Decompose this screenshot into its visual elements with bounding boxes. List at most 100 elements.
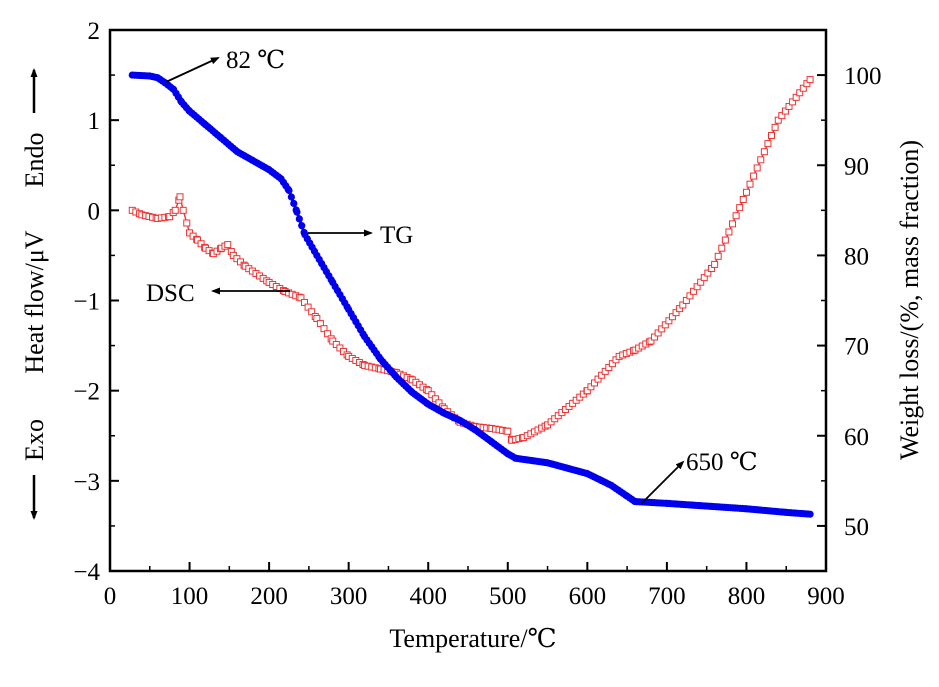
plot-border [108,28,828,573]
annotation-82: 82 ℃ [226,47,285,74]
data-point-dsc [316,320,324,328]
data-point-dsc [651,333,659,341]
y-right-tick-label: 100 [844,63,882,90]
annotation-tg: TG [380,222,413,249]
data-point-dsc [176,193,184,201]
data-point-tg [290,199,298,208]
y-right-tick-label: 60 [844,424,869,451]
x-tick-label: 0 [104,583,117,610]
y-right-tick-label: 50 [844,514,869,541]
data-point-dsc [686,292,694,300]
series-dsc [128,76,814,444]
data-point-dsc [721,236,729,244]
data-point-dsc [672,309,680,317]
data-point-dsc [764,140,772,148]
data-point-dsc [718,244,726,252]
annotation-650: 650 ℃ [686,449,758,476]
data-point-dsc [594,375,602,383]
y-right-axis-ticks: 50 60 70 80 90 100 [817,63,882,541]
data-point-dsc [732,212,740,220]
endo-label: Endo [20,133,49,188]
y-left-tick-label: −4 [73,559,100,586]
y-left-tick-label: 2 [88,18,101,45]
data-point-dsc [796,89,804,97]
data-point-dsc [304,303,312,311]
data-point-dsc [750,172,758,180]
data-point-dsc [665,317,673,325]
x-tick-label: 200 [250,583,288,610]
y-left-tick-label: 0 [88,198,101,225]
data-point-dsc [435,399,443,407]
annotation-82-arrow [165,57,220,83]
exo-label: Exo [20,419,49,461]
data-point-dsc [746,180,754,188]
data-point-dsc [742,188,750,196]
x-tick-label: 700 [648,583,686,610]
y-left-axis-title: Heat flow/μV [20,230,49,373]
data-point-dsc [725,228,733,236]
data-point-dsc [428,391,436,399]
x-tick-label: 100 [171,583,209,610]
data-point-dsc [781,107,789,115]
y-left-tick-label: 1 [88,108,101,135]
data-point-dsc [661,321,669,329]
data-point-dsc [690,287,698,295]
data-point-dsc [308,308,316,316]
data-point-dsc [679,301,687,309]
data-point-dsc [171,206,179,214]
data-point-dsc [757,156,765,164]
data-point-dsc [789,98,797,106]
data-point-dsc [682,296,690,304]
data-point-tg [298,222,306,230]
x-axis-title: Temperature/℃ [389,624,556,653]
data-point-dsc [608,360,616,368]
y-left-tick-label: −3 [73,469,100,496]
x-tick-label: 800 [728,583,766,610]
data-point-dsc [297,294,305,302]
data-point-dsc [739,196,747,204]
data-point-dsc [431,395,439,403]
data-point-dsc [504,427,512,435]
data-point-dsc [693,283,701,291]
data-point-dsc [704,269,712,277]
data-point-dsc [590,379,598,387]
data-point-tg [806,510,814,518]
data-point-dsc [166,213,174,221]
data-point-dsc [774,116,782,124]
plot-frame [108,28,828,573]
y-left-tick-label: −1 [73,289,100,316]
data-point-dsc [194,236,202,244]
x-tick-label: 300 [330,583,368,610]
data-point-dsc [697,278,705,286]
data-point-tg [287,193,295,201]
x-tick-label: 600 [569,583,607,610]
data-point-dsc [753,164,761,172]
data-point-tg [285,186,293,195]
data-point-tg [295,215,303,223]
data-point-dsc [301,298,309,306]
x-tick-label: 400 [409,583,447,610]
data-point-dsc [785,102,793,110]
y-left-axis-ticks: −4 −3 −2 −1 0 1 2 [73,18,119,586]
data-point-tg [293,208,301,216]
data-point-dsc [792,93,800,101]
data-point-dsc [799,84,807,92]
data-point-dsc [711,260,719,268]
data-point-dsc [601,367,609,375]
data-point-dsc [771,123,779,131]
series-tg [128,71,814,518]
data-point-dsc [647,337,655,345]
y-right-axis-title: Weight loss/(%, mass fraction) [895,140,924,460]
x-tick-label: 500 [489,583,527,610]
y-right-tick-label: 80 [844,243,869,270]
data-point-dsc [658,325,666,333]
data-point-dsc [654,329,662,337]
data-point-dsc [313,315,321,323]
data-point-dsc [598,371,606,379]
annotation-650-arrow [641,460,685,504]
data-point-dsc [197,240,205,248]
data-point-dsc [778,112,786,120]
data-point-dsc [736,204,744,212]
data-point-dsc [760,148,768,156]
y-right-tick-label: 70 [844,334,869,361]
